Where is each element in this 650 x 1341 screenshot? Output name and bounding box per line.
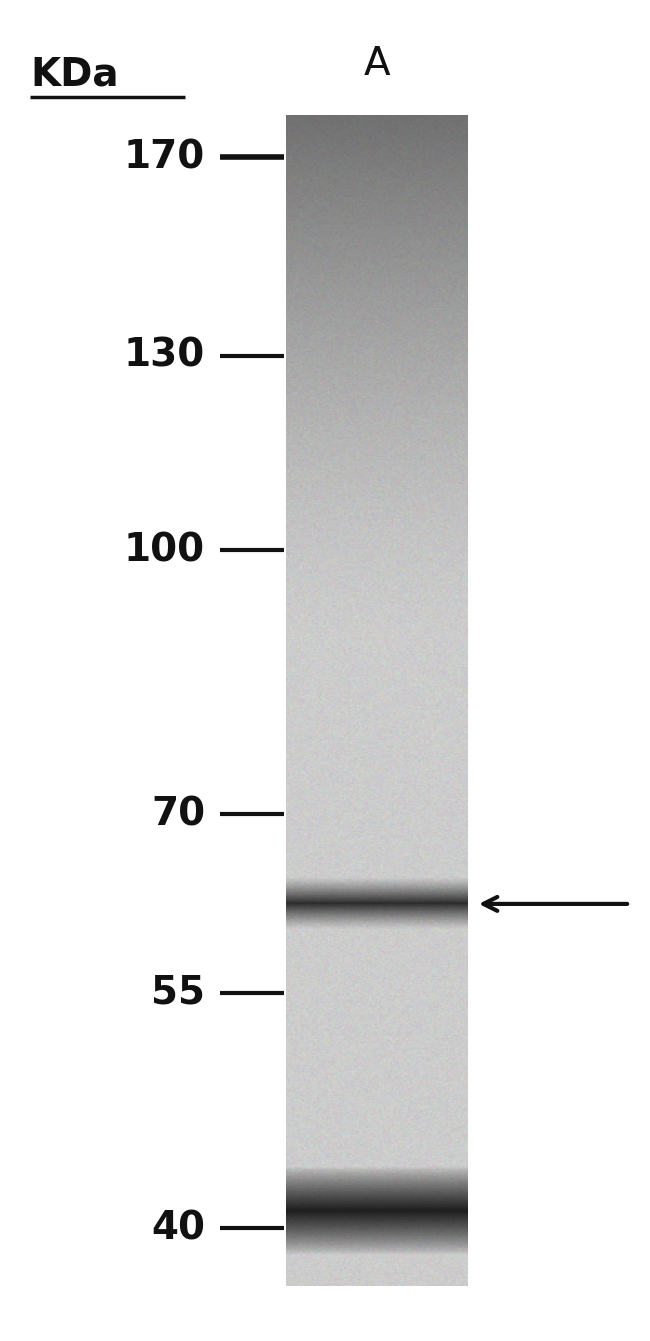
Text: 130: 130 bbox=[124, 337, 205, 375]
Text: 55: 55 bbox=[151, 974, 205, 1011]
Text: KDa: KDa bbox=[30, 55, 118, 93]
Text: 40: 40 bbox=[151, 1210, 205, 1247]
Text: 170: 170 bbox=[124, 138, 205, 176]
Text: A: A bbox=[364, 46, 390, 83]
Bar bbox=[286, 115, 468, 1286]
Text: 100: 100 bbox=[124, 531, 205, 569]
Text: 70: 70 bbox=[151, 795, 205, 833]
